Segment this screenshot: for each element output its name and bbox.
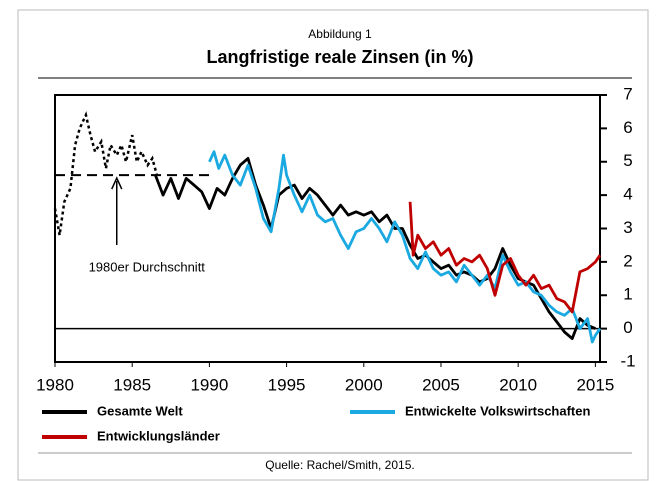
series-line — [408, 201, 602, 314]
y-tick-label: 4 — [623, 185, 632, 204]
y-tick-label: 5 — [623, 151, 632, 170]
x-tick-label: 2005 — [422, 375, 460, 394]
source: Quelle: Rachel/Smith, 2015. — [265, 458, 414, 472]
x-tick-label: 2000 — [345, 375, 383, 394]
y-tick-label: 2 — [623, 251, 632, 270]
x-tick-label: 1980 — [36, 375, 74, 394]
legend-label: Entwicklungsländer — [97, 428, 220, 443]
y-tick-label: -1 — [620, 351, 635, 370]
early-estimate-line — [53, 111, 159, 236]
frame — [17, 9, 649, 481]
annotation-label: 1980er Durchschnitt — [89, 259, 206, 274]
legend-label: Entwickelte Volkswirtschaften — [405, 403, 590, 418]
x-tick-label: 2010 — [499, 375, 537, 394]
chart-supertitle: Abbildung 1 — [308, 27, 372, 41]
y-tick-label: 6 — [623, 118, 632, 137]
y-tick-label: 7 — [623, 84, 632, 103]
plot-area — [54, 94, 601, 363]
chart-title: Langfristige reale Zinsen (in %) — [206, 47, 473, 67]
x-tick-label: 2015 — [576, 375, 614, 394]
series-line — [154, 157, 596, 340]
y-tick-label: 1 — [623, 285, 632, 304]
y-tick-label: 0 — [623, 318, 632, 337]
legend-label: Gesamte Welt — [97, 403, 183, 418]
annotation-arrowhead — [111, 176, 123, 190]
y-tick-label: 3 — [623, 218, 632, 237]
series-line — [208, 150, 602, 344]
x-tick-label: 1995 — [268, 375, 306, 394]
x-tick-label: 1990 — [190, 375, 228, 394]
x-tick-label: 1985 — [113, 375, 151, 394]
